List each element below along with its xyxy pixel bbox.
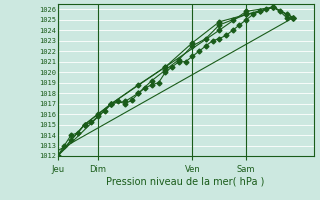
X-axis label: Pression niveau de la mer( hPa ): Pression niveau de la mer( hPa ) (107, 177, 265, 187)
